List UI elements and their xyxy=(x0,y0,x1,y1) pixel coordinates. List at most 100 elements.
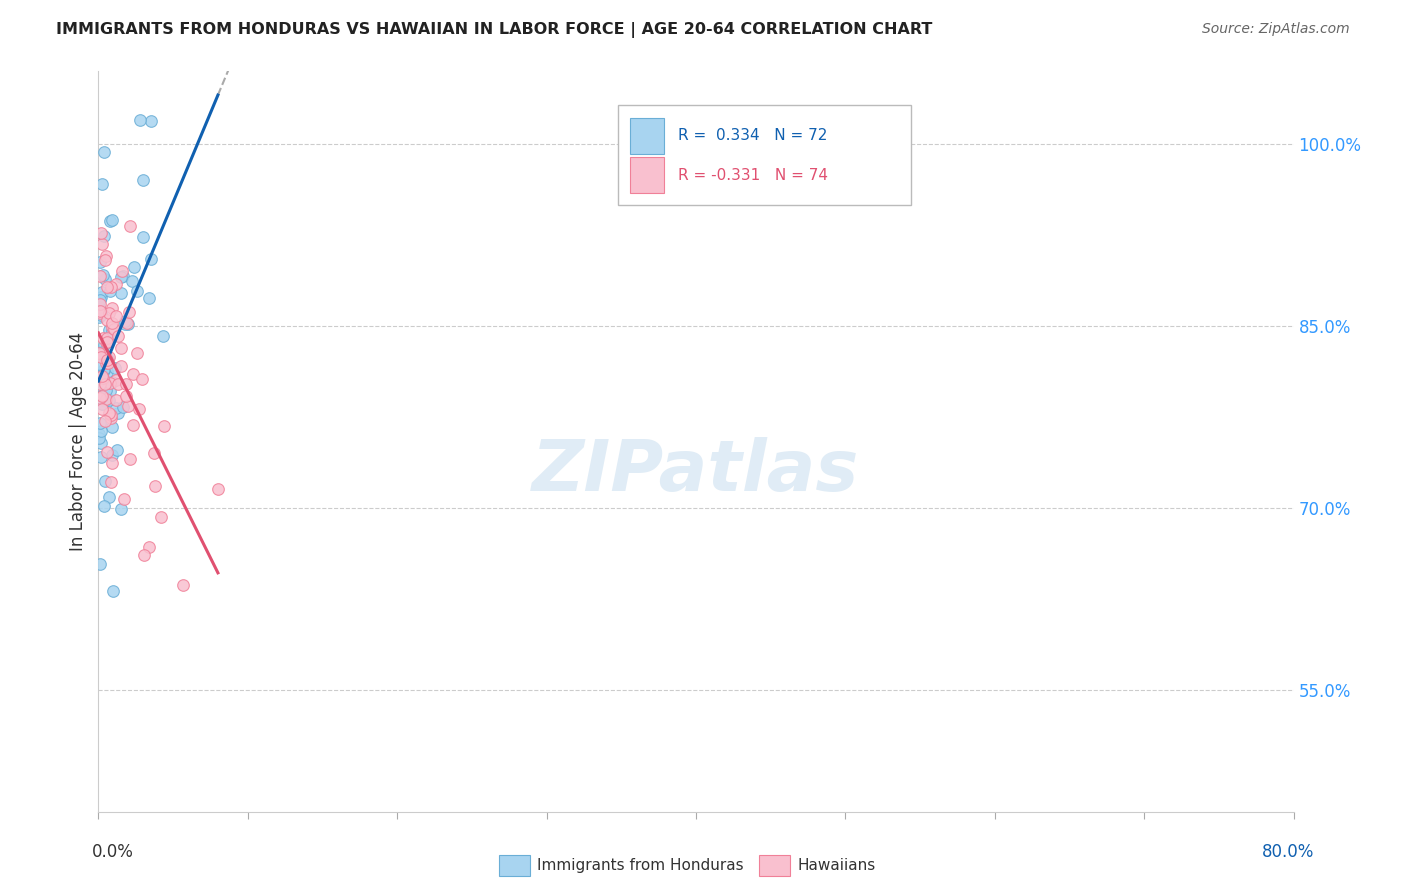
Point xyxy=(98,306,121,320)
Point xyxy=(117,318,139,332)
Text: Source: ZipAtlas.com: Source: ZipAtlas.com xyxy=(1202,22,1350,37)
Point xyxy=(115,389,138,403)
Point xyxy=(143,479,166,493)
Point xyxy=(96,313,118,327)
Point xyxy=(90,350,112,364)
Point xyxy=(98,384,121,398)
Point xyxy=(89,378,111,392)
Point xyxy=(94,383,117,397)
Point xyxy=(96,334,118,349)
Point xyxy=(118,451,141,466)
Point xyxy=(96,392,118,406)
Point xyxy=(96,353,118,368)
Point xyxy=(100,456,122,470)
Point xyxy=(103,322,125,336)
Point xyxy=(96,351,118,366)
Point xyxy=(97,490,120,504)
Text: R = -0.331   N = 74: R = -0.331 N = 74 xyxy=(678,168,828,183)
Point xyxy=(90,308,112,322)
Point xyxy=(93,363,115,377)
Point xyxy=(98,214,121,228)
Text: 80.0%: 80.0% xyxy=(1263,843,1315,861)
Point xyxy=(94,249,117,263)
Point xyxy=(101,420,124,434)
Point xyxy=(97,356,120,370)
Point xyxy=(114,377,136,392)
Point xyxy=(100,408,122,422)
Point xyxy=(110,285,132,300)
Point xyxy=(94,414,117,428)
FancyBboxPatch shape xyxy=(630,118,664,153)
Point xyxy=(89,293,111,308)
Point xyxy=(127,346,149,360)
Point xyxy=(90,396,112,410)
Point xyxy=(90,424,112,438)
Point xyxy=(122,418,145,433)
Point xyxy=(114,317,136,331)
Point xyxy=(101,316,124,330)
Text: IMMIGRANTS FROM HONDURAS VS HAWAIIAN IN LABOR FORCE | AGE 20-64 CORRELATION CHAR: IMMIGRANTS FROM HONDURAS VS HAWAIIAN IN … xyxy=(56,22,932,38)
Point xyxy=(90,450,112,465)
Point xyxy=(89,304,111,318)
Point xyxy=(94,393,117,408)
Point xyxy=(91,371,114,385)
Point xyxy=(132,173,155,187)
Point xyxy=(90,305,112,319)
Point xyxy=(104,309,127,323)
Point xyxy=(131,371,153,385)
Point xyxy=(98,285,121,299)
Point xyxy=(100,280,122,294)
Point xyxy=(100,320,122,334)
Point xyxy=(129,112,152,127)
Point xyxy=(94,335,117,350)
Point xyxy=(93,229,115,244)
Point xyxy=(153,419,176,434)
Point xyxy=(90,349,112,363)
Point xyxy=(101,448,124,462)
Point xyxy=(89,310,111,324)
Point xyxy=(110,501,132,516)
Point xyxy=(90,344,112,359)
Text: R =  0.334   N = 72: R = 0.334 N = 72 xyxy=(678,128,827,144)
FancyBboxPatch shape xyxy=(619,104,911,204)
Point xyxy=(105,277,128,291)
Point xyxy=(101,376,124,390)
Point xyxy=(107,407,129,421)
Point xyxy=(94,377,117,392)
Point xyxy=(107,377,129,392)
Text: Immigrants from Honduras: Immigrants from Honduras xyxy=(537,858,744,872)
Point xyxy=(90,236,112,251)
Point xyxy=(93,350,115,364)
Point xyxy=(89,391,111,405)
Point xyxy=(97,406,120,420)
Point xyxy=(101,301,124,315)
Point xyxy=(89,416,111,430)
Point xyxy=(93,268,115,282)
Point xyxy=(89,431,111,445)
Point xyxy=(139,113,162,128)
Point xyxy=(111,400,134,414)
Point xyxy=(104,401,127,415)
Point xyxy=(132,548,155,562)
Point xyxy=(89,255,111,269)
Point xyxy=(91,347,114,361)
Point xyxy=(93,499,115,513)
Point xyxy=(91,345,114,359)
Point xyxy=(121,275,143,289)
Point xyxy=(96,331,118,345)
Point xyxy=(128,402,150,417)
Point xyxy=(117,399,139,413)
Point xyxy=(89,376,111,391)
Point xyxy=(132,229,155,244)
Point xyxy=(138,291,160,305)
Text: Hawaiians: Hawaiians xyxy=(797,858,876,872)
Y-axis label: In Labor Force | Age 20-64: In Labor Force | Age 20-64 xyxy=(69,332,87,551)
Point xyxy=(89,269,111,284)
Point xyxy=(118,304,141,318)
FancyBboxPatch shape xyxy=(630,157,664,193)
Point xyxy=(98,393,121,408)
Point xyxy=(138,540,160,554)
Point xyxy=(91,285,114,299)
Point xyxy=(94,474,117,488)
Text: 0.0%: 0.0% xyxy=(91,843,134,861)
